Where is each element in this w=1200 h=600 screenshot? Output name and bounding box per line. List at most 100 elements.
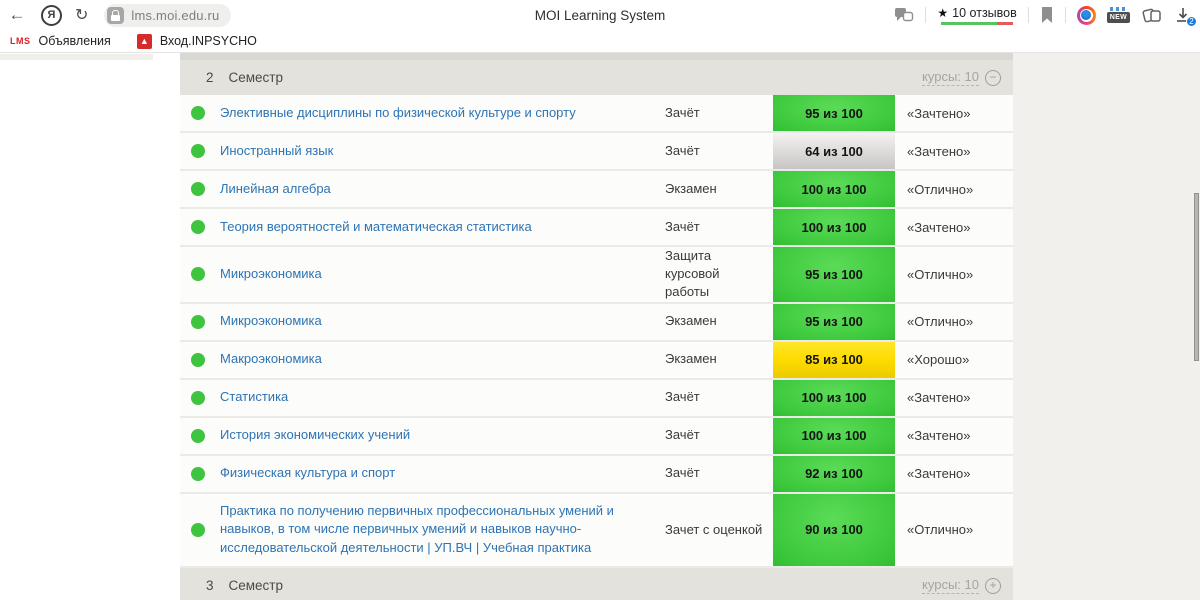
table-row: Элективные дисциплины по физической куль… — [180, 95, 1013, 133]
download-count-badge: 2 — [1186, 16, 1197, 27]
course-link[interactable]: Физическая культура и спорт — [220, 465, 396, 481]
course-link[interactable]: Микроэкономика — [220, 313, 322, 329]
course-link[interactable]: История экономических учений — [220, 427, 411, 443]
lms-favicon: LMS — [10, 36, 31, 46]
grade-text: «Отлично» — [907, 522, 974, 538]
status-cell — [180, 182, 220, 196]
toolbar-right-icons: ★ 10 отзывов NEW — [894, 0, 1197, 30]
grade-text: «Зачтено» — [907, 466, 971, 482]
url-text[interactable]: lms.moi.edu.ru — [131, 7, 220, 23]
semester-title: Семестр — [228, 578, 284, 594]
bookmark-item-announcements[interactable]: LMS Объявления — [10, 34, 111, 48]
semester-number: 2 — [206, 70, 214, 85]
semester-3-expand-toggle[interactable]: курсы: 10 + — [922, 577, 1001, 595]
grade-text: «Зачтено» — [907, 105, 971, 121]
course-link[interactable]: Микроэкономика — [220, 265, 322, 281]
course-link[interactable]: Статистика — [220, 389, 289, 405]
grade-text: «Отлично» — [907, 266, 974, 282]
status-cell — [180, 267, 220, 282]
semester-title: Семестр — [228, 70, 284, 85]
assessment-type: Экзамен — [665, 180, 717, 196]
rating-bar-negative — [997, 21, 1014, 25]
status-dot-icon — [191, 267, 205, 282]
collapse-minus-icon[interactable]: − — [985, 69, 1001, 86]
reviews-rating[interactable]: ★ 10 отзывов — [937, 6, 1017, 25]
grade-text: «Хорошо» — [907, 352, 970, 368]
assessment-type: Зачет с оценкой — [665, 521, 763, 537]
table-row: Статистика Зачёт 100 из 100 «Зачтено» — [180, 379, 1013, 418]
back-icon[interactable]: ← — [8, 5, 26, 24]
courses-count-label: курсы: 10 — [922, 69, 979, 86]
yandex-logo-icon[interactable]: Я — [41, 4, 62, 26]
assessment-type: Экзамен — [665, 313, 717, 329]
rating-bar — [941, 21, 1014, 25]
page-content: 2 Семестр курсы: 10 − Элективные дисципл… — [0, 53, 1200, 600]
inpsycho-favicon: ▲ — [136, 33, 152, 49]
status-dot-icon — [191, 144, 205, 158]
collections-tag-icon[interactable] — [1141, 6, 1163, 24]
score-cell: 100 из 100 — [773, 379, 895, 416]
status-dot-icon — [191, 106, 205, 120]
table-row: Физическая культура и спорт Зачёт 92 из … — [180, 455, 1013, 494]
toolbar-divider — [925, 7, 927, 23]
score-badge: 100 из 100 — [773, 417, 895, 454]
status-dot-icon — [191, 522, 205, 537]
table-row: Линейная алгебра Экзамен 100 из 100 «Отл… — [180, 171, 1013, 209]
table-row: Макроэкономика Экзамен 85 из 100 «Хорошо… — [180, 341, 1013, 380]
status-cell — [180, 466, 220, 481]
grade-text: «Отлично» — [907, 181, 974, 197]
course-link[interactable]: Макроэкономика — [220, 351, 322, 367]
assessment-type: Зачёт — [665, 104, 700, 120]
semester-2-header: 2 Семестр курсы: 10 − — [180, 60, 1013, 95]
browser-toolbar: ← Я ↻ lms.moi.edu.ru MOI Learning System… — [0, 0, 1200, 30]
downloads-button[interactable]: 2 — [1174, 6, 1197, 27]
extension-icon[interactable] — [1076, 5, 1096, 25]
status-cell — [180, 352, 220, 367]
table-row: Микроэкономика Экзамен 95 из 100 «Отличн… — [180, 303, 1013, 342]
status-dot-icon — [191, 428, 205, 443]
status-dot-icon — [191, 314, 205, 329]
previous-section-edge — [180, 53, 1013, 60]
lock-icon[interactable] — [107, 6, 125, 24]
site-reviews-icon[interactable] — [894, 7, 914, 24]
expand-plus-icon[interactable]: + — [985, 577, 1001, 594]
status-dot-icon — [191, 220, 205, 234]
semester-2-collapse-toggle[interactable]: курсы: 10 − — [922, 69, 1001, 86]
score-cell: 95 из 100 — [773, 247, 895, 302]
address-bar[interactable]: lms.moi.edu.ru — [104, 3, 232, 27]
score-badge: 95 из 100 — [773, 247, 895, 302]
score-cell: 64 из 100 — [773, 133, 895, 169]
score-cell: 100 из 100 — [773, 209, 895, 245]
score-badge: 95 из 100 — [773, 303, 895, 340]
grade-text: «Зачтено» — [907, 219, 971, 235]
score-cell: 90 из 100 — [773, 493, 895, 567]
course-link[interactable]: Теория вероятностей и математическая ста… — [220, 218, 532, 234]
score-cell: 95 из 100 — [773, 303, 895, 340]
assessment-type: Зачёт — [665, 142, 700, 158]
refresh-icon[interactable]: ↻ — [75, 7, 89, 24]
lock-body — [111, 14, 121, 21]
page-partial-strip — [0, 54, 153, 60]
score-cell: 85 из 100 — [773, 341, 895, 378]
course-link[interactable]: Линейная алгебра — [220, 180, 331, 196]
score-badge: 92 из 100 — [773, 455, 895, 492]
semester-3-header: 3 Семестр курсы: 10 + — [180, 568, 1013, 600]
grade-text: «Отлично» — [907, 314, 974, 330]
grade-text: «Зачтено» — [907, 428, 971, 444]
table-row: Теория вероятностей и математическая ста… — [180, 209, 1013, 247]
extension-icon-blob — [1081, 10, 1092, 20]
vertical-scrollbar-thumb[interactable] — [1194, 193, 1199, 361]
bookmark-item-inpsycho[interactable]: ▲ Вход.INPSYCHO — [136, 33, 257, 49]
bookmark-icon[interactable] — [1040, 6, 1054, 24]
new-tab-badge-icon[interactable]: NEW — [1106, 7, 1130, 23]
assessment-type: Защита курсовой работы — [665, 248, 720, 300]
bookmarks-bar: LMS Объявления ▲ Вход.INPSYCHO — [0, 30, 1200, 53]
status-dot-icon — [191, 390, 205, 405]
course-link[interactable]: Практика по получению первичных професси… — [220, 502, 614, 556]
status-dot-icon — [191, 182, 205, 196]
status-cell — [180, 428, 220, 443]
course-link[interactable]: Иностранный язык — [220, 142, 334, 158]
course-link[interactable]: Элективные дисциплины по физической куль… — [220, 104, 576, 120]
toolbar-divider — [1027, 7, 1029, 23]
status-cell — [180, 314, 220, 329]
